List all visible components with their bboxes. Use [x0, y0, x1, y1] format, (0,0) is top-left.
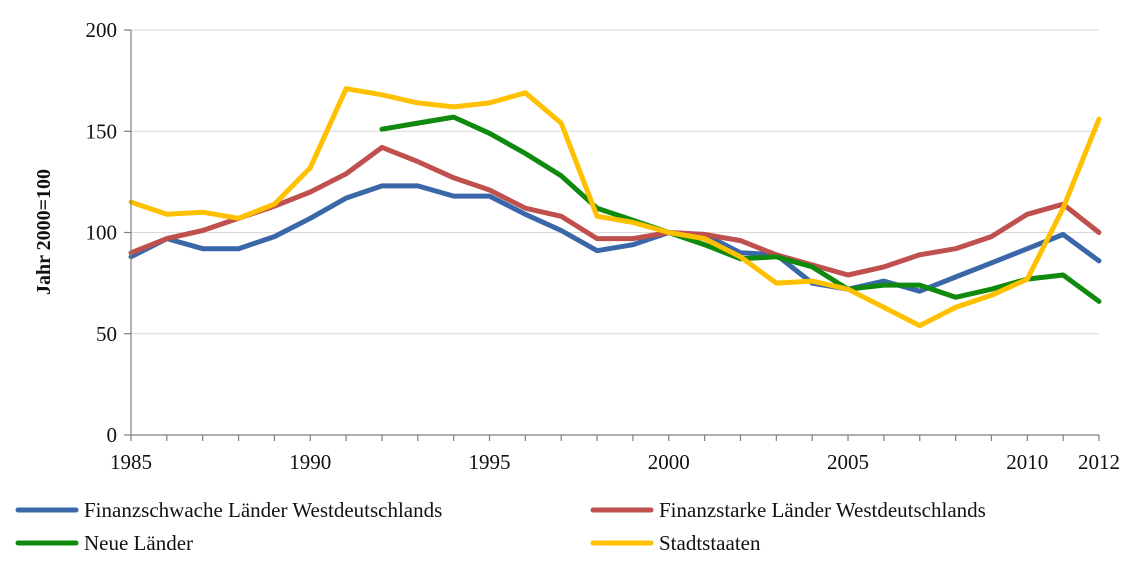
x-tick-labels: 1985 1990 1995 2000 2005 2010 2012: [110, 435, 1120, 474]
y-tick-label-100: 100: [86, 221, 118, 245]
series-line-3: [379, 114, 1102, 304]
series-line-2: [128, 144, 1102, 278]
y-axis-title: Jahr 2000=100: [33, 169, 55, 295]
grid-lines: [131, 29, 1099, 335]
series-line-1: [128, 183, 1102, 294]
legend-label-1: Finanzschwache Länder Westdeutschlands: [84, 498, 442, 522]
series-lines: [128, 86, 1102, 329]
legend-label-3: Neue Länder: [84, 531, 193, 555]
x-tick-label-1985: 1985: [110, 450, 152, 474]
legend: Finanzschwache Länder Westdeutschlands Fi…: [15, 498, 986, 555]
y-tick-label-200: 200: [86, 18, 118, 42]
series-line-4: [128, 86, 1102, 329]
x-tick-label-2005: 2005: [827, 450, 869, 474]
y-tick-label-150: 150: [86, 119, 118, 143]
legend-label-2: Finanzstarke Länder Westdeutschlands: [659, 498, 986, 522]
y-tick-label-50: 50: [96, 322, 117, 346]
y-tick-labels: 0 50 100 150 200: [86, 18, 131, 447]
x-tick-label-1995: 1995: [469, 450, 511, 474]
x-tick-label-1990: 1990: [289, 450, 331, 474]
y-tick-label-0: 0: [107, 423, 118, 447]
x-tick-label-2000: 2000: [648, 450, 690, 474]
x-tick-label-2012: 2012: [1078, 450, 1120, 474]
legend-label-4: Stadtstaaten: [659, 531, 761, 555]
x-tick-label-2010: 2010: [1006, 450, 1048, 474]
